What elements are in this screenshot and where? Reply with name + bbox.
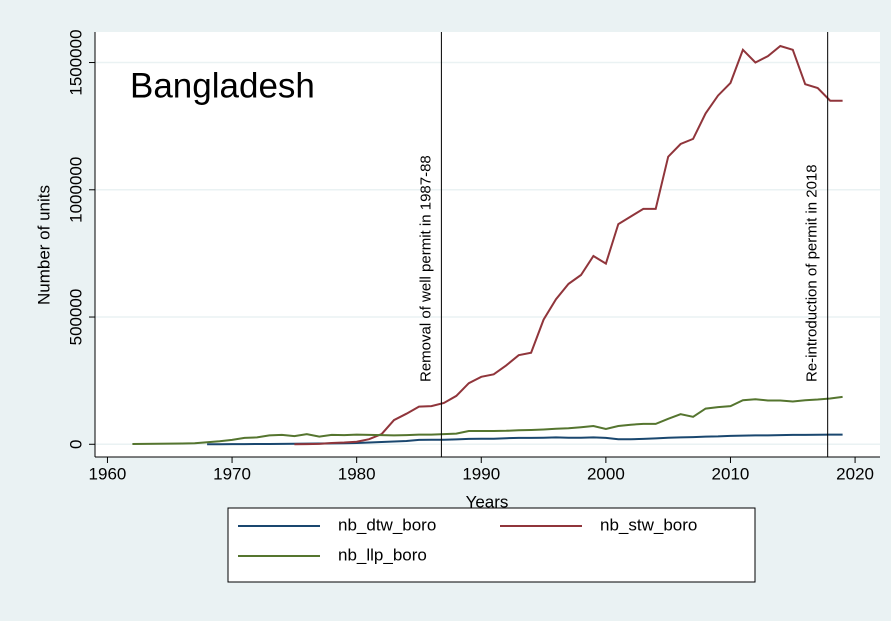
y-tick-label: 1500000 — [66, 29, 85, 95]
x-tick-label: 1980 — [338, 464, 376, 483]
y-tick-label: 1000000 — [66, 157, 85, 223]
legend-label: nb_dtw_boro — [338, 515, 436, 534]
x-tick-label: 2000 — [587, 464, 625, 483]
plot-area — [95, 32, 880, 457]
legend — [227, 507, 756, 583]
x-axis-label: Years — [466, 492, 509, 511]
y-axis-label: Number of units — [34, 185, 53, 305]
x-tick-label: 1990 — [462, 464, 500, 483]
x-tick-label: 2010 — [712, 464, 750, 483]
x-tick-label: 2020 — [836, 464, 874, 483]
reference-label: Re-introduction of permit in 2018 — [804, 164, 821, 382]
y-tick-label: 0 — [66, 440, 85, 449]
series-line — [294, 44, 843, 446]
legend-label: nb_stw_boro — [600, 515, 697, 534]
x-tick-label: 1970 — [213, 464, 251, 483]
legend-label: nb_llp_boro — [338, 545, 427, 564]
annotation: Bangladesh — [130, 66, 315, 105]
reference-label: Removal of well permit in 1987-88 — [417, 155, 434, 382]
x-tick-label: 1960 — [89, 464, 127, 483]
series-line — [132, 395, 843, 445]
y-tick-label: 500000 — [66, 289, 85, 346]
